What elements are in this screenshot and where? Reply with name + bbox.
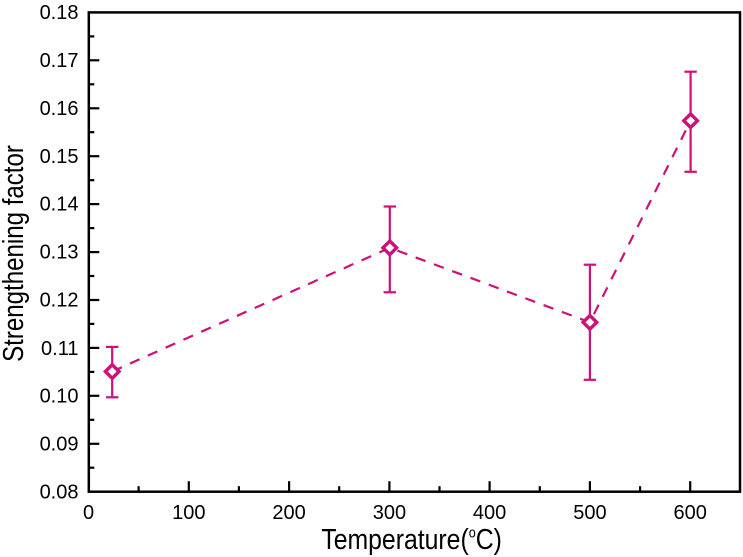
svg-text:0.12: 0.12 xyxy=(40,290,79,312)
svg-text:0.13: 0.13 xyxy=(40,242,79,264)
svg-text:0.09: 0.09 xyxy=(40,433,79,455)
svg-text:0.08: 0.08 xyxy=(40,482,79,504)
svg-text:Temperature(oC): Temperature(oC) xyxy=(321,523,502,555)
svg-text:600: 600 xyxy=(674,502,707,524)
svg-text:0.14: 0.14 xyxy=(40,194,79,216)
svg-text:0.17: 0.17 xyxy=(40,50,79,72)
svg-text:400: 400 xyxy=(473,502,506,524)
svg-text:0.16: 0.16 xyxy=(40,98,79,120)
svg-text:300: 300 xyxy=(373,502,406,524)
svg-text:100: 100 xyxy=(172,502,205,524)
svg-text:500: 500 xyxy=(573,502,606,524)
svg-text:Strengthening factor: Strengthening factor xyxy=(0,145,29,362)
svg-text:0.18: 0.18 xyxy=(40,2,79,24)
svg-text:200: 200 xyxy=(272,502,305,524)
svg-text:0.10: 0.10 xyxy=(40,385,79,407)
svg-text:0.15: 0.15 xyxy=(40,146,79,168)
svg-text:0.11: 0.11 xyxy=(41,338,78,360)
svg-text:0: 0 xyxy=(83,502,94,524)
